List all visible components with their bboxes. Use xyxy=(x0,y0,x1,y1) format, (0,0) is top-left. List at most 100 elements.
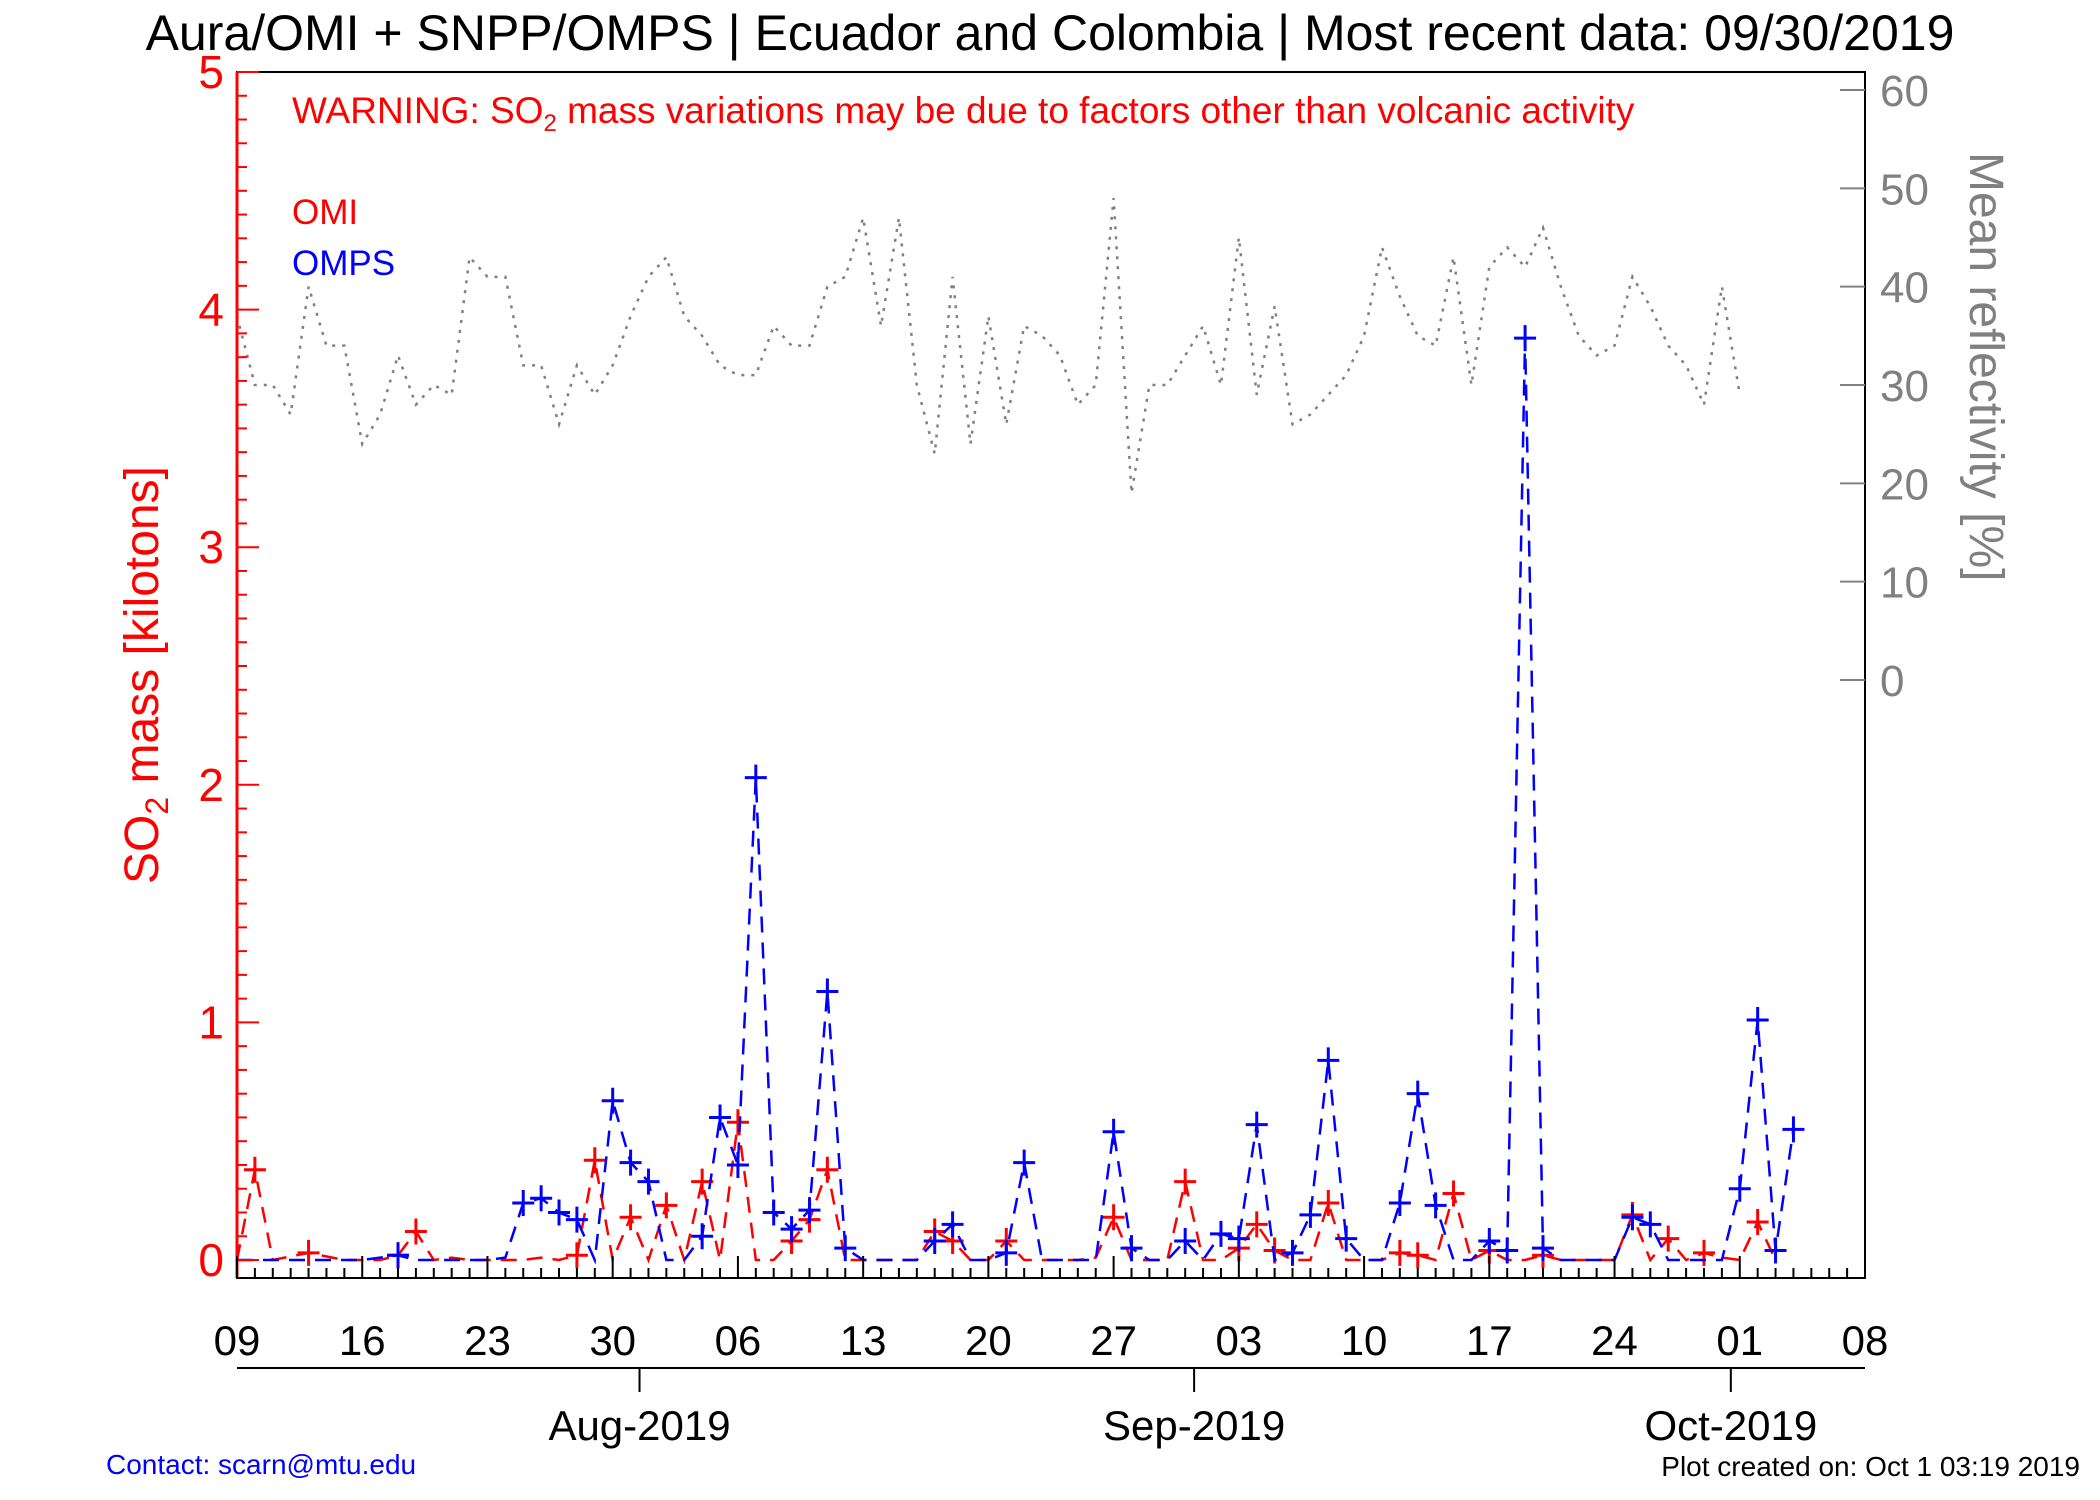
omi-point xyxy=(1245,1211,1268,1238)
omi-point xyxy=(1406,1242,1429,1269)
omps-point xyxy=(923,1227,946,1254)
y-tick-label: 4 xyxy=(198,284,224,336)
omps-point xyxy=(941,1211,964,1238)
omps-point xyxy=(1514,325,1537,352)
omi-point xyxy=(404,1218,427,1245)
omps-point xyxy=(709,1104,732,1131)
omps-point xyxy=(1120,1235,1143,1262)
omps-point xyxy=(637,1168,660,1195)
y-tick-label: 5 xyxy=(198,46,224,98)
omps-point xyxy=(1424,1192,1447,1219)
y2-tick-label: 10 xyxy=(1880,559,1929,608)
contact-text: Contact: scarn@mtu.edu xyxy=(106,1449,416,1480)
omps-point xyxy=(691,1223,714,1250)
omi-point xyxy=(297,1239,320,1266)
omps-point xyxy=(1728,1175,1751,1202)
omps-point xyxy=(1531,1235,1554,1262)
omps-point xyxy=(1406,1080,1429,1107)
y-tick-label: 3 xyxy=(198,521,224,573)
omps-point xyxy=(834,1235,857,1262)
y-axis-label: SO2 mass [kilotons] xyxy=(116,466,175,884)
plot-frame xyxy=(236,71,1866,1279)
omps-point xyxy=(565,1206,588,1233)
omi-point xyxy=(565,1242,588,1269)
month-tick-label: Oct-2019 xyxy=(1644,1402,1817,1449)
omi-point xyxy=(1692,1239,1715,1266)
omps-point xyxy=(1621,1204,1644,1231)
omps-point xyxy=(1764,1237,1787,1264)
chart-title: Aura/OMI + SNPP/OMPS | Ecuador and Colom… xyxy=(146,5,1955,61)
x-tick-label: 06 xyxy=(715,1317,762,1364)
legend-omps: OMPS xyxy=(292,244,395,283)
y2-tick-label: 20 xyxy=(1880,460,1929,509)
omi-point xyxy=(1317,1189,1340,1216)
y2-tick-label: 60 xyxy=(1880,67,1929,116)
omps-point xyxy=(1209,1220,1232,1247)
omi-point xyxy=(1442,1180,1465,1207)
omi-point xyxy=(655,1192,678,1219)
omps-point xyxy=(1496,1237,1519,1264)
omi-point xyxy=(1746,1208,1769,1235)
omps-point xyxy=(816,978,839,1005)
y2-tick-label: 40 xyxy=(1880,264,1929,313)
omps-point xyxy=(1317,1047,1340,1074)
omps-point xyxy=(726,1151,749,1178)
month-tick-label: Aug-2019 xyxy=(548,1402,730,1449)
x-tick-label: 27 xyxy=(1090,1317,1137,1364)
omps-point xyxy=(512,1189,535,1216)
x-tick-label: 30 xyxy=(589,1317,636,1364)
omi-point xyxy=(1174,1168,1197,1195)
omps-point xyxy=(762,1199,785,1226)
omps-point xyxy=(1335,1225,1358,1252)
omi-line xyxy=(235,1122,1777,1265)
omps-point xyxy=(1388,1189,1411,1216)
omps-point xyxy=(744,764,767,791)
omps-point xyxy=(1013,1149,1036,1176)
omps-point xyxy=(1281,1239,1304,1266)
x-tick-label: 24 xyxy=(1591,1317,1638,1364)
omi-point xyxy=(619,1204,642,1231)
x-tick-label: 09 xyxy=(214,1317,261,1364)
reflectivity-line xyxy=(235,198,1742,494)
omi-point xyxy=(583,1147,606,1174)
month-tick-label: Sep-2019 xyxy=(1103,1402,1285,1449)
omps-point xyxy=(1782,1116,1805,1143)
x-tick-label: 01 xyxy=(1716,1317,1763,1364)
x-tick-label: 20 xyxy=(965,1317,1012,1364)
y2-tick-label: 50 xyxy=(1880,165,1929,214)
y-tick-label: 0 xyxy=(198,1234,224,1286)
omi-point xyxy=(816,1156,839,1183)
omps-point xyxy=(530,1185,553,1212)
omps-point xyxy=(1478,1227,1501,1254)
omi-point xyxy=(1102,1204,1125,1231)
omi-point xyxy=(726,1109,749,1136)
omps-point xyxy=(1245,1111,1268,1138)
x-tick-label: 13 xyxy=(840,1317,887,1364)
omps-point xyxy=(1639,1211,1662,1238)
omps-line xyxy=(237,338,1795,1265)
x-tick-label: 23 xyxy=(464,1317,511,1364)
omps-point xyxy=(1227,1225,1250,1252)
omps-point xyxy=(1299,1201,1322,1228)
warning-text: WARNING: SO2 mass variations may be due … xyxy=(292,90,1635,137)
omps-point xyxy=(548,1199,571,1226)
omps-point xyxy=(1174,1227,1197,1254)
created-text: Plot created on: Oct 1 03:19 2019 xyxy=(1661,1451,2080,1482)
omps-point xyxy=(798,1197,821,1224)
x-tick-label: 10 xyxy=(1341,1317,1388,1364)
x-tick-label: 16 xyxy=(339,1317,386,1364)
x-tick-label: 03 xyxy=(1215,1317,1262,1364)
omi-point xyxy=(1388,1239,1411,1266)
omps-point xyxy=(1746,1007,1769,1034)
omi-point xyxy=(1657,1225,1680,1252)
y2-tick-label: 30 xyxy=(1880,362,1929,411)
x-tick-label: 17 xyxy=(1466,1317,1513,1364)
x-tick-label: 08 xyxy=(1842,1317,1889,1364)
y2-tick-label: 0 xyxy=(1880,657,1904,706)
omi-point xyxy=(243,1156,266,1183)
omps-point xyxy=(387,1242,410,1269)
omps-point xyxy=(1102,1118,1125,1145)
omps-point xyxy=(619,1149,642,1176)
y-tick-label: 2 xyxy=(198,759,224,811)
